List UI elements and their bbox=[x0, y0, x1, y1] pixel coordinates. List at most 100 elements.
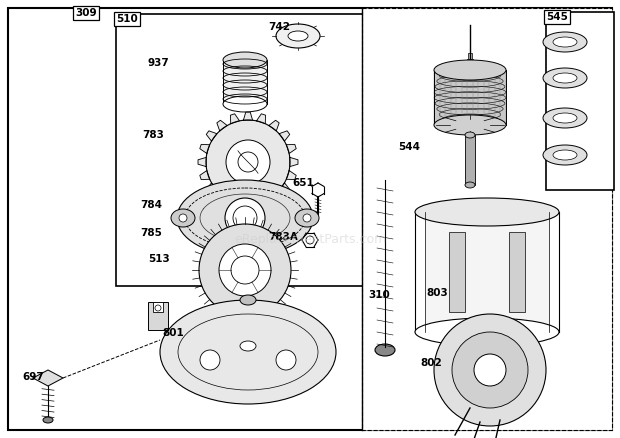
Circle shape bbox=[155, 305, 161, 311]
Polygon shape bbox=[257, 114, 265, 124]
Ellipse shape bbox=[434, 115, 506, 135]
Text: 545: 545 bbox=[546, 12, 568, 22]
Bar bbox=[506, 377, 518, 387]
Ellipse shape bbox=[375, 344, 395, 356]
Circle shape bbox=[303, 214, 311, 222]
Circle shape bbox=[225, 198, 265, 238]
Polygon shape bbox=[217, 193, 227, 204]
Bar bbox=[471, 330, 503, 358]
Text: 310: 310 bbox=[368, 290, 390, 300]
Ellipse shape bbox=[295, 209, 319, 227]
Ellipse shape bbox=[276, 24, 320, 48]
Polygon shape bbox=[33, 370, 63, 386]
Polygon shape bbox=[244, 204, 252, 212]
Text: 697: 697 bbox=[22, 372, 44, 382]
Polygon shape bbox=[200, 145, 210, 153]
Ellipse shape bbox=[240, 341, 256, 351]
Circle shape bbox=[226, 140, 270, 184]
Ellipse shape bbox=[543, 145, 587, 165]
Ellipse shape bbox=[415, 318, 559, 346]
Text: 803: 803 bbox=[426, 288, 448, 298]
Bar bbox=[153, 302, 163, 312]
Polygon shape bbox=[257, 200, 265, 210]
Ellipse shape bbox=[177, 180, 313, 256]
Ellipse shape bbox=[415, 198, 559, 226]
Circle shape bbox=[238, 152, 258, 172]
Text: 513: 513 bbox=[148, 254, 170, 264]
Polygon shape bbox=[286, 170, 296, 180]
Circle shape bbox=[276, 350, 296, 370]
Polygon shape bbox=[231, 114, 239, 124]
Text: eReplacementParts.com: eReplacementParts.com bbox=[234, 233, 386, 247]
Bar bbox=[546, 12, 614, 190]
Polygon shape bbox=[279, 183, 290, 193]
Text: 783A: 783A bbox=[268, 232, 298, 242]
Circle shape bbox=[474, 354, 506, 386]
Text: 802: 802 bbox=[420, 358, 441, 368]
Text: 309: 309 bbox=[75, 8, 97, 18]
Circle shape bbox=[200, 350, 220, 370]
Ellipse shape bbox=[43, 417, 53, 423]
Ellipse shape bbox=[553, 113, 577, 123]
Ellipse shape bbox=[240, 295, 256, 305]
Polygon shape bbox=[286, 145, 296, 153]
Polygon shape bbox=[198, 157, 206, 166]
Bar bbox=[240, 300, 256, 346]
Bar bbox=[362, 8, 612, 430]
Polygon shape bbox=[244, 112, 252, 120]
Bar bbox=[468, 53, 472, 59]
Ellipse shape bbox=[553, 73, 577, 83]
Bar bbox=[506, 353, 518, 363]
Polygon shape bbox=[231, 200, 239, 210]
Text: 544: 544 bbox=[398, 142, 420, 152]
Bar bbox=[466, 65, 474, 71]
Circle shape bbox=[452, 332, 528, 408]
Text: 785: 785 bbox=[140, 228, 162, 238]
Polygon shape bbox=[269, 193, 279, 204]
Circle shape bbox=[306, 236, 314, 244]
Ellipse shape bbox=[553, 150, 577, 160]
Ellipse shape bbox=[543, 32, 587, 52]
Bar bbox=[462, 377, 474, 387]
Ellipse shape bbox=[160, 300, 336, 404]
Bar bbox=[425, 212, 549, 332]
Bar bbox=[462, 353, 474, 363]
Circle shape bbox=[179, 214, 187, 222]
Polygon shape bbox=[206, 183, 217, 193]
Bar bbox=[415, 212, 559, 332]
Circle shape bbox=[206, 120, 290, 204]
Ellipse shape bbox=[465, 182, 475, 188]
Ellipse shape bbox=[223, 96, 267, 112]
Ellipse shape bbox=[553, 37, 577, 47]
Bar bbox=[116, 14, 364, 286]
Circle shape bbox=[434, 314, 546, 426]
Ellipse shape bbox=[465, 132, 475, 138]
Text: 784: 784 bbox=[140, 200, 162, 210]
Bar bbox=[509, 232, 525, 312]
Ellipse shape bbox=[223, 52, 267, 68]
Bar bbox=[223, 60, 267, 104]
Bar bbox=[465, 135, 475, 185]
Ellipse shape bbox=[171, 209, 195, 227]
Text: 510: 510 bbox=[116, 14, 138, 24]
Bar bbox=[434, 70, 506, 125]
Polygon shape bbox=[200, 170, 210, 180]
Text: 742: 742 bbox=[268, 22, 290, 32]
Circle shape bbox=[231, 256, 259, 284]
Polygon shape bbox=[206, 131, 217, 141]
Ellipse shape bbox=[288, 31, 308, 41]
Polygon shape bbox=[279, 131, 290, 141]
Polygon shape bbox=[217, 120, 227, 131]
Text: 801: 801 bbox=[162, 328, 184, 338]
Bar bbox=[467, 59, 473, 65]
Ellipse shape bbox=[543, 68, 587, 88]
Text: 937: 937 bbox=[148, 58, 170, 68]
Bar bbox=[449, 232, 465, 312]
Bar bbox=[148, 302, 168, 330]
Circle shape bbox=[199, 224, 291, 316]
Polygon shape bbox=[290, 157, 298, 166]
Text: 651: 651 bbox=[292, 178, 314, 188]
Circle shape bbox=[219, 244, 271, 296]
Circle shape bbox=[233, 206, 257, 230]
Ellipse shape bbox=[543, 108, 587, 128]
